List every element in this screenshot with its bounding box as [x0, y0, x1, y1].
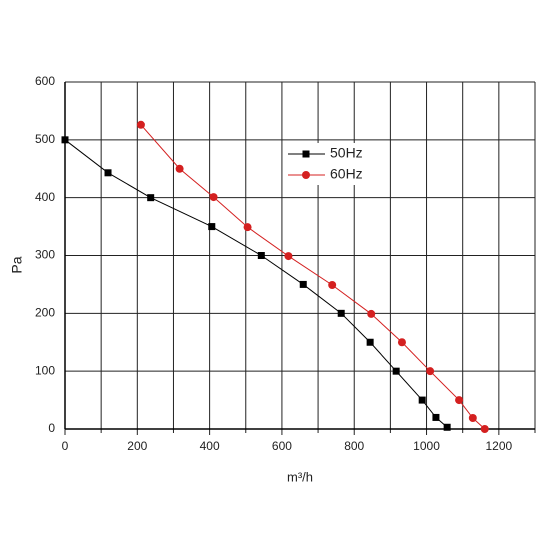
marker	[418, 396, 426, 404]
x-tick-label: 400	[200, 439, 220, 453]
marker	[366, 338, 374, 346]
x-tick-label: 800	[344, 439, 364, 453]
marker	[299, 280, 307, 288]
legend-box	[283, 143, 383, 185]
marker	[257, 252, 265, 259]
x-tick-label: 1000	[413, 439, 440, 453]
y-axis-label: Pa	[9, 256, 25, 273]
marker	[104, 169, 112, 177]
marker	[136, 120, 145, 129]
legend-marker	[302, 150, 310, 158]
marker	[175, 164, 184, 173]
marker	[147, 194, 155, 202]
marker	[367, 309, 376, 318]
legend-label: 50Hz	[330, 145, 363, 161]
marker	[480, 425, 489, 433]
marker	[426, 367, 435, 376]
y-tick-label: 600	[35, 74, 55, 88]
y-tick-label: 0	[48, 421, 55, 435]
marker	[61, 136, 69, 144]
marker	[209, 193, 218, 202]
marker	[284, 252, 293, 261]
x-tick-label: 200	[127, 439, 147, 453]
marker	[337, 309, 345, 317]
marker	[243, 223, 252, 232]
y-tick-label: 400	[35, 190, 55, 204]
marker	[455, 396, 464, 405]
marker	[397, 338, 406, 347]
marker	[432, 413, 440, 421]
marker	[392, 367, 400, 375]
x-axis-label: m³/h	[287, 469, 313, 484]
x-tick-label: 1200	[485, 439, 512, 453]
marker	[468, 414, 477, 423]
legend-marker	[302, 171, 310, 179]
marker	[443, 423, 451, 431]
legend-label: 60Hz	[330, 166, 363, 182]
y-tick-label: 200	[35, 306, 55, 320]
x-tick-label: 0	[62, 439, 69, 453]
marker	[208, 223, 216, 231]
y-tick-label: 100	[35, 363, 55, 377]
series-line	[64, 139, 448, 428]
x-tick-label: 600	[272, 439, 292, 453]
marker	[328, 280, 337, 289]
y-tick-label: 300	[35, 248, 55, 262]
y-tick-label: 500	[35, 132, 55, 146]
